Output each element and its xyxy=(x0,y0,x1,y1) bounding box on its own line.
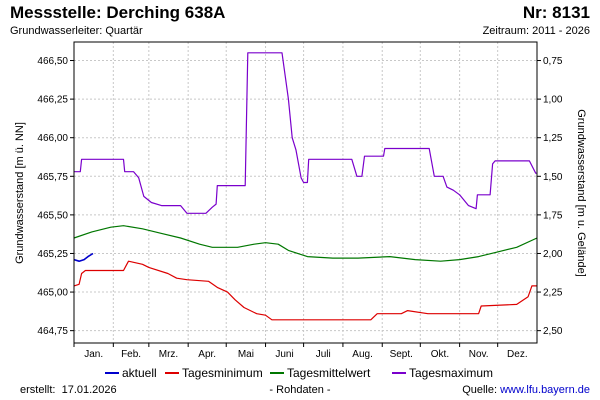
x-tick-label: Mrz. xyxy=(159,349,178,360)
y-tick-label-left: 466,25 xyxy=(37,95,68,106)
ticks: 466,50 0,75 466,25 1,00 466,00 1,25 465,75 1,50… xyxy=(37,56,562,360)
legend-label: Tagesmaximum xyxy=(409,366,494,380)
created-date: 17.01.2026 xyxy=(61,384,117,396)
x-tick-label: Mai xyxy=(238,349,254,360)
y-tick-label-right: 1,25 xyxy=(543,133,563,144)
y-tick-label-left: 465,50 xyxy=(37,210,68,221)
legend-swatch xyxy=(105,372,119,374)
y-tick-label-right: 1,75 xyxy=(543,210,563,221)
period-label: Zeitraum: 2011 - 2026 xyxy=(482,25,590,37)
y-tick-label-right: 2,50 xyxy=(543,326,563,337)
y-tick-label-left: 465,75 xyxy=(37,172,68,183)
x-tick-label: Aug. xyxy=(352,349,373,360)
series-line-mean xyxy=(73,225,538,262)
legend-label: Tagesminimum xyxy=(182,366,263,380)
x-tick-label: Okt. xyxy=(431,349,449,360)
series-line-max xyxy=(74,52,537,214)
x-tick-label: Juli xyxy=(316,349,331,360)
y-tick-label-left: 466,50 xyxy=(37,56,68,67)
x-tick-label: Jan. xyxy=(84,349,103,360)
legend-item-max: Tagesmaximum xyxy=(392,366,493,380)
raw-data-note: - Rohdaten - xyxy=(269,384,331,396)
station-number: Nr: 8131 xyxy=(522,3,590,22)
x-tick-label: Apr. xyxy=(198,349,216,360)
legend-item-min: Tagesminimum xyxy=(165,366,263,380)
y-tick-label-right: 2,00 xyxy=(543,249,563,260)
legend-item-aktuell: aktuell xyxy=(105,366,157,380)
footer-created: erstellt: 17.01.2026 xyxy=(20,384,117,396)
y-tick-label-left: 464,75 xyxy=(37,326,68,337)
x-tick-label: Nov. xyxy=(469,349,489,360)
legend-item-mean: Tagesmittelwert xyxy=(270,366,370,380)
series-line-aktuell xyxy=(73,252,94,262)
legend-swatch xyxy=(270,372,284,374)
created-label: erstellt: xyxy=(20,384,56,396)
legend-label: aktuell xyxy=(122,366,157,380)
grid xyxy=(74,42,537,343)
legend-swatch xyxy=(392,372,406,374)
legend-swatch xyxy=(165,372,179,374)
y-tick-label-right: 2,25 xyxy=(543,288,563,299)
x-tick-label: Juni xyxy=(275,349,293,360)
y-axis-title-left: Grundwasserstand [m ü. NN] xyxy=(14,122,26,264)
footer-source: Quelle: www.lfu.bayern.de xyxy=(462,384,590,396)
legend: aktuell Tagesminimum Tagesmittelwert Tagesm… xyxy=(0,366,600,382)
y-tick-label-right: 1,50 xyxy=(543,172,563,183)
plot-frame xyxy=(73,41,538,344)
source-link[interactable]: www.lfu.bayern.de xyxy=(500,384,590,396)
aquifer-label: Grundwasserleiter: Quartär xyxy=(10,25,143,37)
y-tick-label-left: 465,00 xyxy=(37,288,68,299)
x-tick-label: Dez. xyxy=(507,349,528,360)
station-title: Messstelle: Derching 638A xyxy=(10,3,226,22)
legend-label: Tagesmittelwert xyxy=(287,366,371,380)
y-tick-label-left: 466,00 xyxy=(37,133,68,144)
y-axis-title-right: Grundwasserstand [m u. Gelände] xyxy=(575,109,587,277)
y-tick-label-right: 1,00 xyxy=(543,95,563,106)
source-label: Quelle: xyxy=(462,384,498,396)
y-tick-label-right: 0,75 xyxy=(543,56,563,67)
x-tick-label: Feb. xyxy=(121,349,141,360)
series-layer xyxy=(73,52,538,321)
y-tick-label-left: 465,25 xyxy=(37,249,68,260)
x-tick-label: Sept. xyxy=(390,349,413,360)
series-line-min xyxy=(73,260,537,321)
